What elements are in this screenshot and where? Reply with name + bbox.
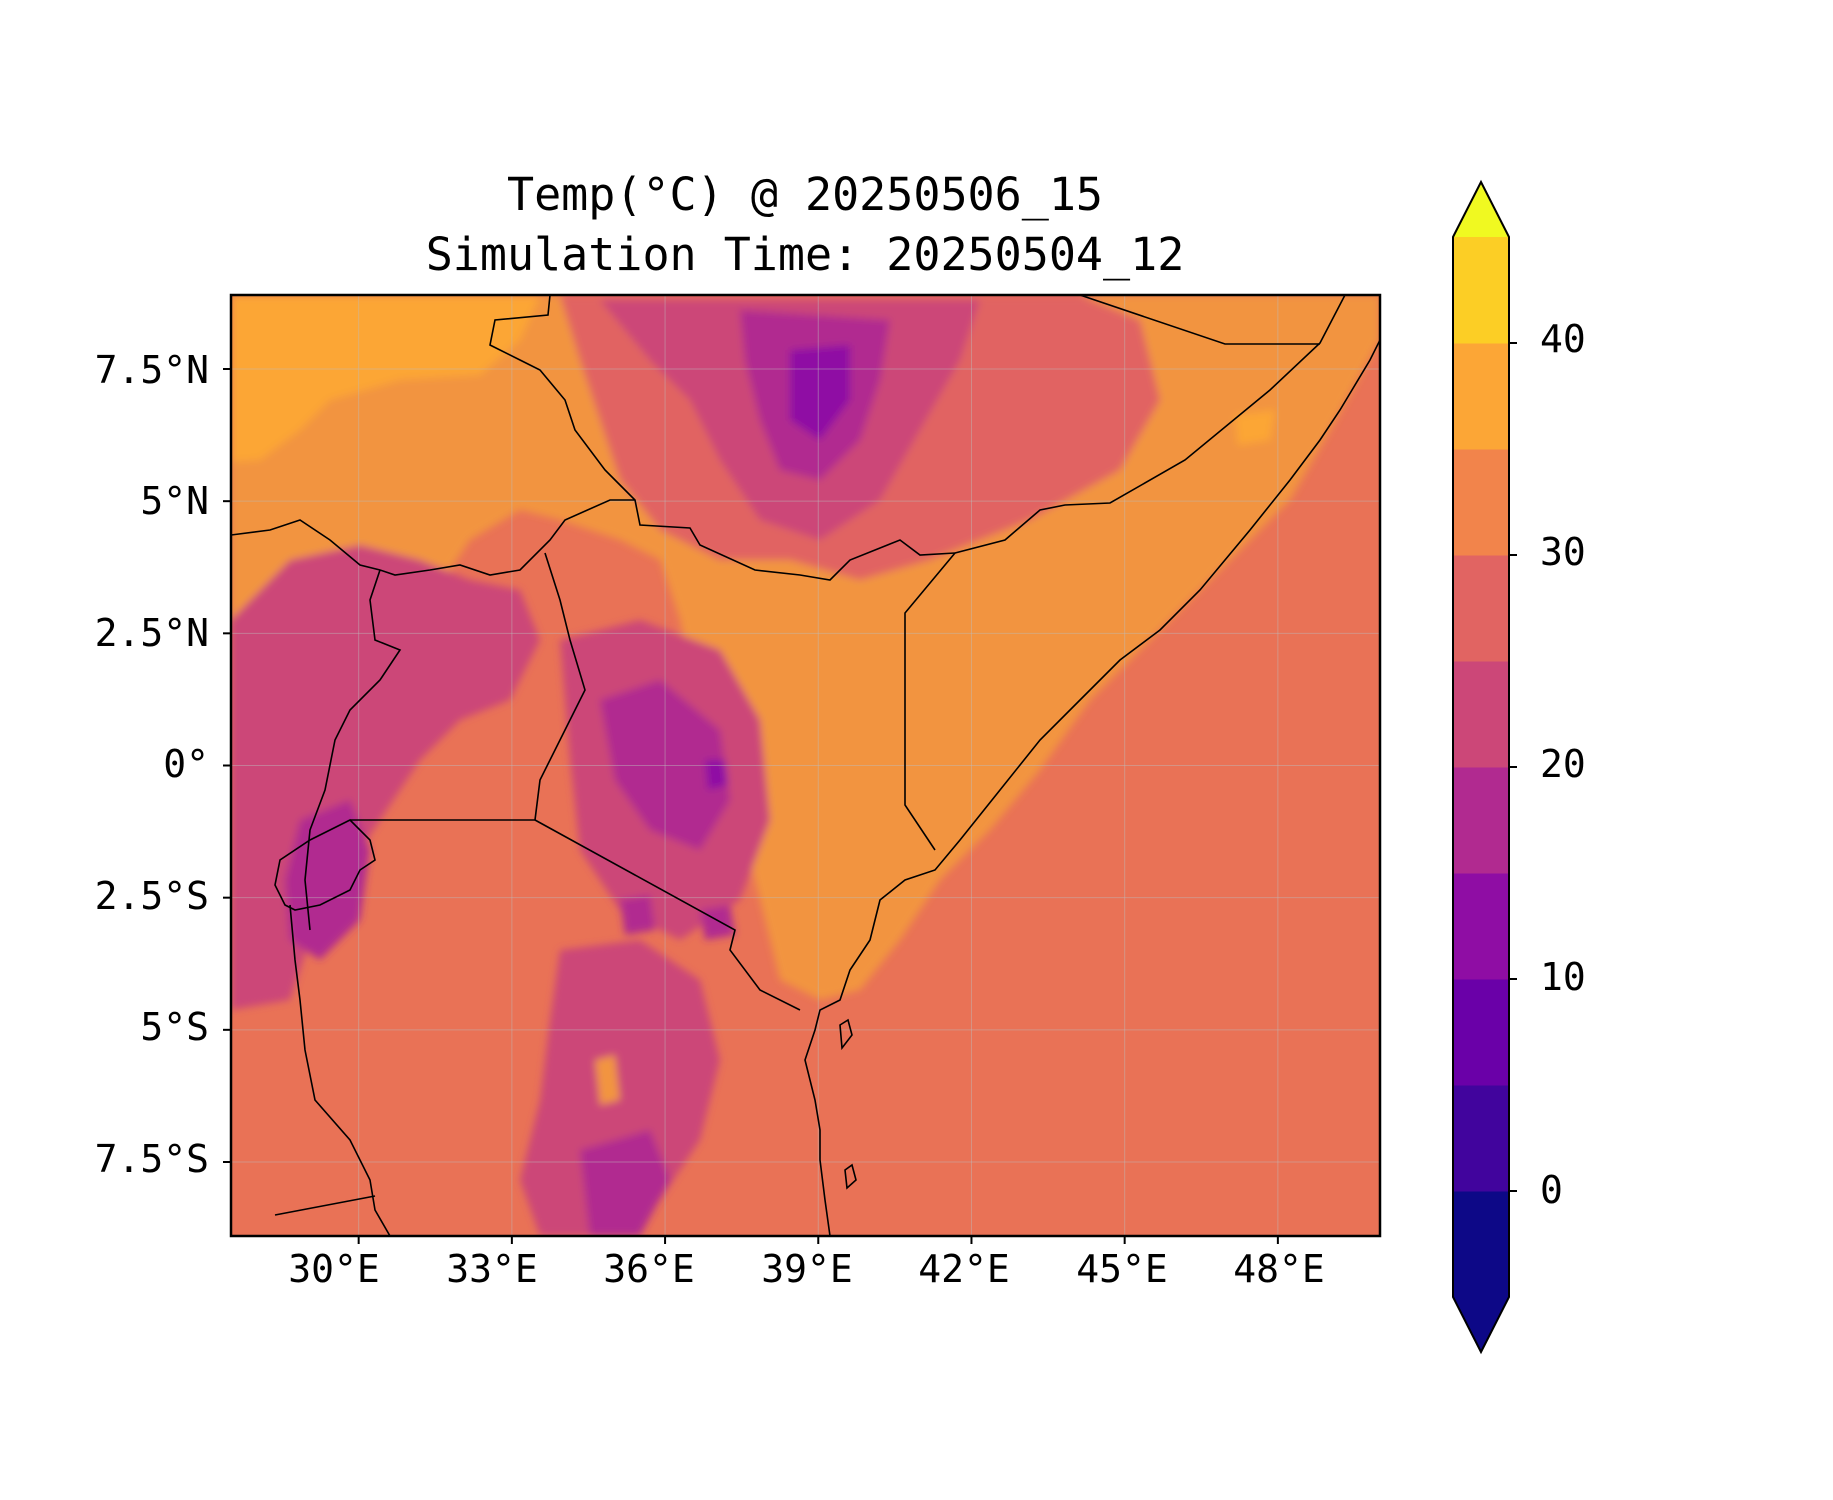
y-tick-label: 2.5°S (95, 874, 209, 918)
colorbar (1453, 182, 1517, 1352)
x-tick-label: 42°E (894, 1247, 1034, 1291)
colorbar-segment (1453, 1191, 1509, 1298)
temperature-region-15-20-kilimanjaro (620, 895, 655, 935)
colorbar-extend-max (1453, 182, 1509, 237)
colorbar-tick-label: 40 (1540, 317, 1586, 361)
y-tick-label: 7.5°N (95, 348, 209, 392)
colorbar-segment (1453, 343, 1509, 450)
temperature-region-15-20-meru (700, 905, 735, 940)
colorbar-tick-label: 30 (1540, 530, 1586, 574)
colorbar-segment (1453, 237, 1509, 344)
colorbar-segment (1453, 661, 1509, 768)
y-tick-label: 5°N (140, 479, 209, 523)
temperature-region-10-15-kenya (705, 760, 728, 790)
colorbar-segment (1453, 873, 1509, 980)
temperature-region-35-40-ogaden (1235, 410, 1275, 445)
x-tick-label: 45°E (1052, 1247, 1192, 1291)
colorbar-segment (1453, 555, 1509, 662)
y-tick-label: 7.5°S (95, 1137, 209, 1181)
x-tick-label: 30°E (264, 1247, 404, 1291)
map-field (231, 295, 1380, 1236)
colorbar-segment (1453, 979, 1509, 1086)
colorbar-extend-min (1453, 1297, 1509, 1352)
colorbar-tick-label: 0 (1540, 1168, 1563, 1212)
colorbar-segment (1453, 449, 1509, 556)
x-tick-label: 39°E (737, 1247, 877, 1291)
x-tick-label: 48°E (1209, 1247, 1349, 1291)
figure: Temp(°C) @ 20250506_15 Simulation Time: … (0, 0, 1833, 1500)
colorbar-segment (1453, 767, 1509, 874)
y-tick-label: 0° (163, 742, 209, 786)
colorbar-segment (1453, 1085, 1509, 1192)
x-tick-label: 33°E (422, 1247, 562, 1291)
x-tick-label: 36°E (579, 1247, 719, 1291)
colorbar-tick-label: 10 (1540, 955, 1586, 999)
colorbar-tick-label: 20 (1540, 742, 1586, 786)
y-tick-label: 2.5°N (95, 611, 209, 655)
y-tick-label: 5°S (140, 1005, 209, 1049)
